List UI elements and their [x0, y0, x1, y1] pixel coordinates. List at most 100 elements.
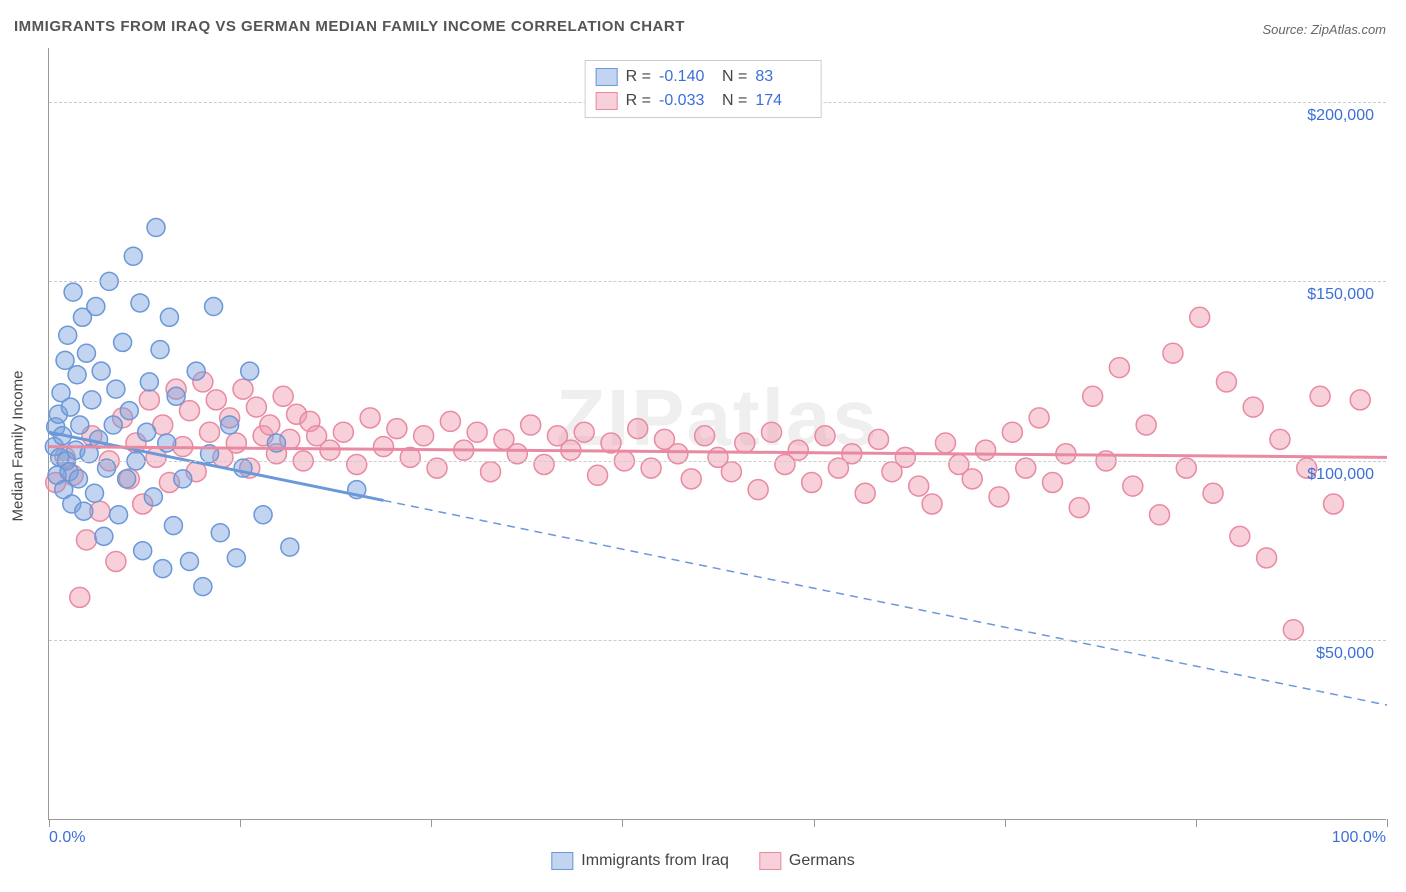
data-point-german: [260, 415, 280, 435]
data-point-german: [206, 390, 226, 410]
data-point-german: [721, 462, 741, 482]
data-point-german: [1083, 386, 1103, 406]
data-point-german: [106, 551, 126, 571]
corr-N-iraq: 83: [755, 65, 810, 89]
data-point-iraq: [69, 470, 87, 488]
corr-R-german: -0.033: [659, 89, 714, 113]
data-point-german: [869, 429, 889, 449]
data-point-german: [1243, 397, 1263, 417]
data-point-german: [1350, 390, 1370, 410]
data-point-german: [1002, 422, 1022, 442]
data-point-german: [976, 440, 996, 460]
data-point-iraq: [114, 333, 132, 351]
data-point-german: [574, 422, 594, 442]
data-point-iraq: [221, 416, 239, 434]
data-point-german: [1069, 498, 1089, 518]
correlation-legend: R = -0.140 N = 83 R = -0.033 N = 174: [585, 60, 822, 118]
data-point-iraq: [281, 538, 299, 556]
data-point-german: [1163, 343, 1183, 363]
data-point-iraq: [118, 470, 136, 488]
data-point-german: [935, 433, 955, 453]
data-point-german: [1123, 476, 1143, 496]
x-tick: [1196, 819, 1197, 827]
x-tick: [240, 819, 241, 827]
data-point-german: [1323, 494, 1343, 514]
x-tick: [622, 819, 623, 827]
plot-svg: [49, 48, 1386, 819]
data-point-iraq: [92, 362, 110, 380]
data-point-iraq: [158, 434, 176, 452]
data-point-german: [414, 426, 434, 446]
data-point-german: [855, 483, 875, 503]
data-point-iraq: [174, 470, 192, 488]
data-point-german: [735, 433, 755, 453]
data-point-iraq: [87, 298, 105, 316]
corr-row-iraq: R = -0.140 N = 83: [596, 65, 811, 89]
y-tick-label: $50,000: [1316, 645, 1374, 663]
y-tick-label: $200,000: [1307, 107, 1374, 125]
data-point-german: [762, 422, 782, 442]
data-point-german: [628, 419, 648, 439]
data-point-german: [534, 455, 554, 475]
data-point-iraq: [131, 294, 149, 312]
corr-row-german: R = -0.033 N = 174: [596, 89, 811, 113]
data-point-iraq: [167, 387, 185, 405]
data-point-german: [1216, 372, 1236, 392]
x-tick: [431, 819, 432, 827]
data-point-german: [909, 476, 929, 496]
swatch-iraq: [596, 68, 618, 86]
data-point-iraq: [95, 527, 113, 545]
data-point-iraq: [227, 549, 245, 567]
chart-title: IMMIGRANTS FROM IRAQ VS GERMAN MEDIAN FA…: [14, 18, 685, 35]
data-point-german: [273, 386, 293, 406]
data-point-german: [70, 587, 90, 607]
data-point-iraq: [134, 542, 152, 560]
corr-N-german: 174: [755, 89, 810, 113]
data-point-german: [588, 465, 608, 485]
data-point-german: [1203, 483, 1223, 503]
data-point-german: [1310, 386, 1330, 406]
legend-label-german: Germans: [789, 852, 855, 870]
data-point-iraq: [68, 366, 86, 384]
data-point-german: [233, 379, 253, 399]
legend-item-iraq: Immigrants from Iraq: [551, 852, 729, 870]
data-point-iraq: [71, 416, 89, 434]
x-tick: [814, 819, 815, 827]
gridline: [49, 640, 1386, 641]
data-point-iraq: [61, 398, 79, 416]
data-point-iraq: [151, 341, 169, 359]
data-point-german: [1283, 620, 1303, 640]
source-label: Source: ZipAtlas.com: [1262, 22, 1386, 37]
data-point-german: [895, 447, 915, 467]
data-point-iraq: [75, 502, 93, 520]
data-point-iraq: [85, 484, 103, 502]
gridline: [49, 281, 1386, 282]
data-point-german: [962, 469, 982, 489]
x-tick: [49, 819, 50, 827]
data-point-iraq: [110, 506, 128, 524]
data-point-iraq: [140, 373, 158, 391]
data-point-german: [788, 440, 808, 460]
data-point-german: [440, 411, 460, 431]
data-point-iraq: [124, 247, 142, 265]
data-point-iraq: [59, 326, 77, 344]
data-point-iraq: [104, 416, 122, 434]
data-point-german: [1109, 358, 1129, 378]
data-point-iraq: [241, 362, 259, 380]
legend-swatch-iraq: [551, 852, 573, 870]
legend-swatch-german: [759, 852, 781, 870]
data-point-iraq: [211, 524, 229, 542]
legend-label-iraq: Immigrants from Iraq: [581, 852, 729, 870]
data-point-german: [815, 426, 835, 446]
data-point-german: [802, 472, 822, 492]
data-point-german: [387, 419, 407, 439]
gridline: [49, 461, 1386, 462]
data-point-german: [481, 462, 501, 482]
data-point-german: [226, 433, 246, 453]
y-axis-label: Median Family Income: [10, 371, 27, 522]
data-point-german: [1043, 472, 1063, 492]
data-point-iraq: [147, 219, 165, 237]
data-point-german: [139, 390, 159, 410]
data-point-german: [360, 408, 380, 428]
data-point-german: [246, 397, 266, 417]
